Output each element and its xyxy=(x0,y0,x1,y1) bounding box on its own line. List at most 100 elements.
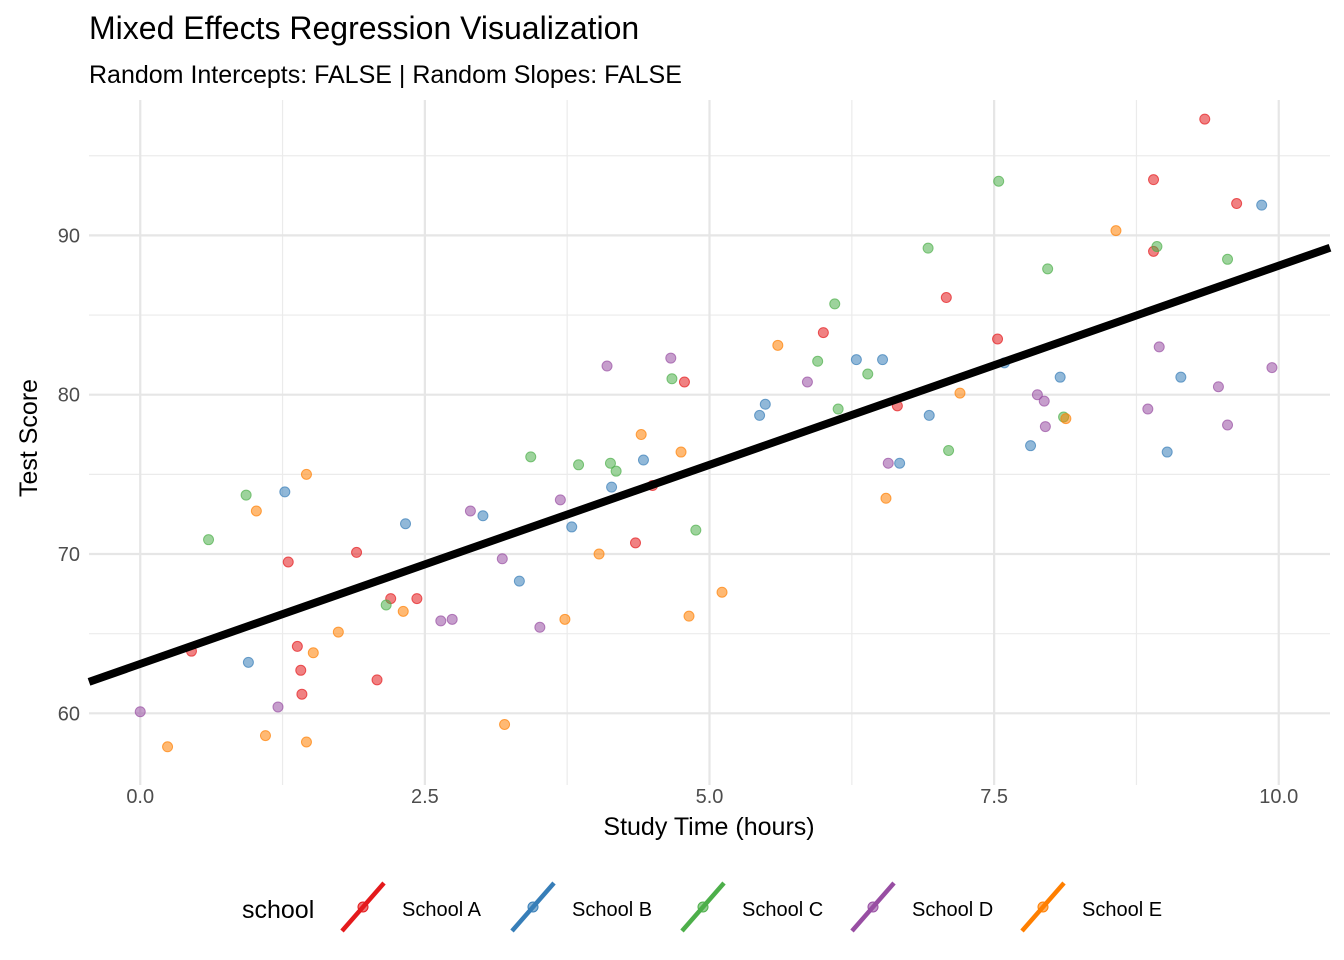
data-point-school-c xyxy=(380,599,392,611)
legend-key-point-school-a xyxy=(357,901,369,913)
y-tick-label: 90 xyxy=(58,225,80,247)
data-point-school-e xyxy=(675,446,687,458)
data-point-school-e xyxy=(250,505,262,517)
data-point-school-b xyxy=(1256,199,1268,211)
data-point-school-e xyxy=(307,647,319,659)
x-tick-label: 7.5 xyxy=(980,786,1008,808)
data-point-school-c xyxy=(1222,253,1234,265)
x-tick-label: 10.0 xyxy=(1259,786,1298,808)
data-point-school-c xyxy=(666,373,678,385)
y-axis-ticks: 60 70 80 90 xyxy=(58,225,80,725)
data-point-school-e xyxy=(259,730,271,742)
data-point-school-e xyxy=(559,613,571,625)
data-point-school-a xyxy=(282,556,294,568)
data-point-school-e xyxy=(954,387,966,399)
data-point-school-d xyxy=(554,494,566,506)
data-point-school-b xyxy=(566,521,578,533)
data-point-school-b xyxy=(279,486,291,498)
data-point-school-c xyxy=(203,534,215,546)
data-point-school-e xyxy=(300,468,312,480)
data-point-school-b xyxy=(850,354,862,366)
x-axis-title: Study Time (hours) xyxy=(603,813,814,841)
legend-key-point-school-d xyxy=(867,901,879,913)
data-point-school-a xyxy=(296,688,308,700)
data-point-school-c xyxy=(525,451,537,463)
data-point-school-b xyxy=(400,518,412,530)
data-point-school-b xyxy=(923,409,935,421)
data-point-school-e xyxy=(1110,225,1122,237)
y-tick-label: 70 xyxy=(58,544,80,566)
grid-major xyxy=(89,100,1330,785)
legend-title: school xyxy=(242,896,314,924)
data-point-school-d xyxy=(1266,362,1278,374)
legend-label-school-b: School B xyxy=(572,899,652,921)
y-tick-label: 80 xyxy=(58,385,80,407)
data-point-school-e xyxy=(772,339,784,351)
legend-key-point-school-b xyxy=(527,901,539,913)
legend-label-school-d: School D xyxy=(912,899,993,921)
data-point-school-e xyxy=(716,586,728,598)
data-point-school-d xyxy=(534,621,546,633)
data-point-school-d xyxy=(496,553,508,565)
data-point-school-c xyxy=(604,457,616,469)
data-point-school-e xyxy=(593,548,605,560)
data-point-school-c xyxy=(832,403,844,415)
legend-label-school-a: School A xyxy=(402,899,482,921)
data-point-school-a xyxy=(1199,113,1211,125)
data-point-school-a xyxy=(940,292,952,304)
x-axis-ticks: 0.0 2.5 5.0 7.5 10.0 xyxy=(126,786,1298,808)
data-point-school-b xyxy=(513,575,525,587)
data-point-school-d xyxy=(1153,341,1165,353)
data-point-school-e xyxy=(397,605,409,617)
data-point-school-d xyxy=(1222,419,1234,431)
data-point-school-b xyxy=(477,510,489,522)
data-point-school-e xyxy=(332,626,344,638)
data-point-school-b xyxy=(1025,440,1037,452)
chart-title: Mixed Effects Regression Visualization xyxy=(89,10,639,46)
data-point-school-d xyxy=(1212,381,1224,393)
data-point-school-e xyxy=(635,429,647,441)
data-point-school-e xyxy=(880,492,892,504)
data-point-school-d xyxy=(1038,395,1050,407)
data-point-school-e xyxy=(300,736,312,748)
data-point-school-a xyxy=(678,376,690,388)
data-point-school-e xyxy=(683,610,695,622)
data-point-school-d xyxy=(1039,421,1051,433)
legend-label-school-c: School C xyxy=(742,899,823,921)
data-point-school-c xyxy=(1042,263,1054,275)
data-point-school-b xyxy=(1175,371,1187,383)
data-point-school-b xyxy=(606,481,618,493)
data-point-school-b xyxy=(877,354,889,366)
data-point-school-c xyxy=(690,524,702,536)
legend-label-school-e: School E xyxy=(1082,899,1162,921)
data-point-school-c xyxy=(610,465,622,477)
data-point-school-a xyxy=(1148,174,1160,186)
data-point-school-d xyxy=(272,701,284,713)
data-point-school-a xyxy=(295,664,307,676)
data-point-school-c xyxy=(922,242,934,254)
data-point-school-a xyxy=(992,333,1004,345)
data-point-school-d xyxy=(464,505,476,517)
data-point-school-e xyxy=(499,718,511,730)
fit-line-group xyxy=(87,243,1332,686)
data-point-school-c xyxy=(829,298,841,310)
y-axis-title: Test Score xyxy=(15,379,43,497)
data-point-school-d xyxy=(801,376,813,388)
data-point-school-c xyxy=(812,355,824,367)
data-point-school-c xyxy=(862,368,874,380)
data-point-school-d xyxy=(665,352,677,364)
data-point-school-d xyxy=(882,457,894,469)
data-point-school-a xyxy=(411,593,423,605)
legend-key-point-school-e xyxy=(1037,901,1049,913)
fit-line xyxy=(87,243,1332,686)
data-point-school-d xyxy=(1142,403,1154,415)
y-tick-label: 60 xyxy=(58,703,80,725)
data-point-school-b xyxy=(759,398,771,410)
data-point-school-b xyxy=(754,409,766,421)
data-point-school-e xyxy=(162,741,174,753)
data-point-school-c xyxy=(993,175,1005,187)
data-point-school-b xyxy=(1054,371,1066,383)
data-point-school-e xyxy=(1060,413,1072,425)
data-point-school-d xyxy=(601,360,613,372)
